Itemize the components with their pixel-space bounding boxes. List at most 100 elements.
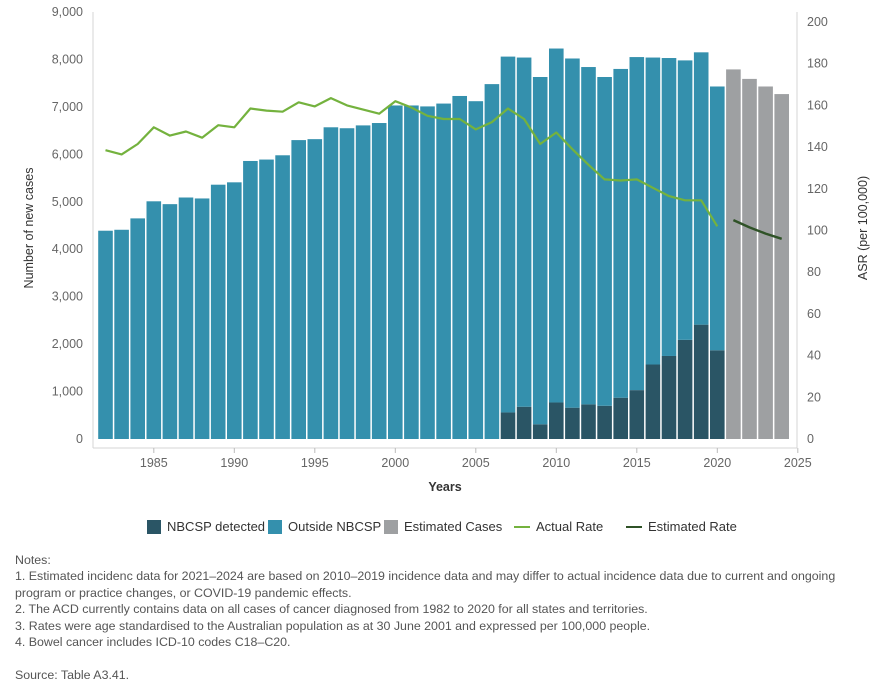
bar-outside-nbcsp: [130, 218, 145, 439]
x-tick-label: 1985: [140, 456, 168, 470]
bar-outside-nbcsp: [227, 182, 242, 439]
legend-estimated-cases[interactable]: Estimated Cases: [384, 519, 502, 534]
legend-estimated-rate[interactable]: Estimated Rate: [626, 519, 737, 534]
bar-outside-nbcsp: [146, 201, 162, 439]
y-right-tick-label: 120: [807, 182, 828, 196]
bar-outside-nbcsp: [243, 160, 258, 439]
bar-outside-nbcsp: [484, 84, 500, 440]
bar-nbcsp-detected: [693, 324, 709, 439]
bars: [98, 48, 789, 440]
bar-outside-nbcsp: [549, 48, 564, 403]
x-tick-label: 2010: [542, 456, 570, 470]
y-right-tick-label: 20: [807, 390, 821, 404]
notes-heading: Notes:: [15, 553, 51, 567]
bar-estimated-cases: [774, 94, 789, 439]
bar-outside-nbcsp: [275, 155, 290, 439]
bar-nbcsp-detected: [661, 355, 677, 439]
bar-outside-nbcsp: [210, 184, 226, 439]
bar-nbcsp-detected: [516, 406, 532, 439]
bar-outside-nbcsp: [339, 128, 355, 439]
bar-outside-nbcsp: [613, 68, 628, 398]
y-left-tick-label: 8,000: [52, 52, 83, 66]
y-left-tick-label: 5,000: [52, 195, 83, 209]
legend-swatch-outside: [268, 519, 282, 534]
x-tick-label: 2005: [462, 456, 490, 470]
bar-estimated-cases: [742, 78, 757, 439]
x-axis-title: Years: [428, 480, 461, 494]
x-tick-label: 2020: [703, 456, 731, 470]
bar-outside-nbcsp: [323, 127, 339, 439]
y-left-tick-label: 2,000: [52, 337, 83, 351]
bar-outside-nbcsp: [500, 56, 516, 413]
legend-nbcsp-detected[interactable]: NBCSP detected: [147, 519, 265, 534]
note-line: 2. The ACD currently contains data on al…: [15, 602, 648, 617]
bar-outside-nbcsp: [693, 52, 709, 325]
note-line: 4. Bowel cancer includes ICD-10 codes C1…: [15, 635, 291, 650]
bar-outside-nbcsp: [388, 105, 403, 440]
y-left-tick-label: 7,000: [52, 100, 83, 114]
note-line: 3. Rates were age standardised to the Au…: [15, 618, 651, 633]
bar-outside-nbcsp: [710, 86, 725, 351]
y-right-tick-label: 140: [807, 140, 828, 154]
rate-lines: [105, 96, 783, 240]
bar-outside-nbcsp: [597, 76, 612, 406]
bar-outside-nbcsp: [291, 140, 306, 439]
legend-swatch-nbcsp: [147, 519, 161, 534]
actual-rate-line: [105, 96, 719, 227]
bar-nbcsp-detected: [532, 424, 548, 439]
bar-outside-nbcsp: [114, 229, 129, 439]
bar-nbcsp-detected: [710, 350, 725, 439]
estimated-rate-line: [732, 219, 783, 240]
x-tick-label: 2025: [784, 456, 812, 470]
y-right-tick-label: 100: [807, 224, 828, 238]
x-tick-label: 2000: [381, 456, 409, 470]
bar-estimated-cases: [726, 69, 741, 439]
bar-nbcsp-detected: [645, 364, 661, 439]
legend-label-estimated-rate: Estimated Rate: [648, 519, 737, 534]
bar-outside-nbcsp: [532, 76, 548, 425]
bar-outside-nbcsp: [404, 105, 419, 440]
bar-outside-nbcsp: [194, 198, 210, 439]
bar-estimated-cases: [758, 86, 773, 439]
y-right-tick-label: 60: [807, 307, 821, 321]
x-tick-label: 1990: [220, 456, 248, 470]
y-right-tick-label: 160: [807, 98, 828, 112]
y-left-tick-label: 4,000: [52, 242, 83, 256]
y-left-tick-label: 9,000: [52, 5, 83, 19]
y-left-tick-label: 6,000: [52, 147, 83, 161]
bar-nbcsp-detected: [677, 339, 693, 439]
source-note: Source: Table A3.41.: [15, 668, 130, 682]
bar-outside-nbcsp: [468, 101, 484, 439]
y-right-tick-label: 200: [807, 15, 828, 29]
legend: NBCSP detected Outside NBCSP Estimated C…: [0, 519, 890, 539]
bar-outside-nbcsp: [355, 125, 371, 440]
bar-outside-nbcsp: [98, 230, 113, 439]
note-line: program or practice changes, or COVID-19…: [15, 585, 352, 600]
y-right-axis-title: ASR (per 100,000): [856, 176, 870, 280]
bar-outside-nbcsp: [178, 197, 194, 439]
legend-outside-nbcsp[interactable]: Outside NBCSP: [268, 519, 381, 534]
legend-label-outside: Outside NBCSP: [288, 519, 382, 534]
legend-swatch-estimated: [384, 519, 398, 534]
y-left-tick-label: 0: [76, 432, 83, 446]
legend-label-nbcsp: NBCSP detected: [167, 519, 266, 534]
bar-outside-nbcsp: [436, 103, 451, 439]
bar-outside-nbcsp: [661, 58, 677, 356]
bar-outside-nbcsp: [581, 67, 596, 405]
bar-nbcsp-detected: [549, 402, 564, 439]
bar-outside-nbcsp: [516, 57, 532, 407]
x-tick-label: 2015: [623, 456, 651, 470]
legend-swatch-actual-rate: [514, 525, 530, 528]
x-tick-label: 1995: [301, 456, 329, 470]
axes: 0 1,000 2,000 3,000 4,000 5,000 6,000 7,000 8,00…: [22, 5, 870, 494]
bar-nbcsp-detected: [613, 397, 628, 439]
bar-outside-nbcsp: [371, 123, 387, 440]
bar-outside-nbcsp: [565, 58, 580, 408]
y-left-tick-label: 3,000: [52, 290, 83, 304]
y-right-tick-label: 180: [807, 57, 828, 71]
legend-actual-rate[interactable]: Actual Rate: [514, 519, 603, 534]
bar-nbcsp-detected: [581, 404, 596, 439]
legend-swatch-estimated-rate: [626, 525, 642, 528]
bar-outside-nbcsp: [452, 95, 467, 439]
note-line: 1. Estimated incidenc data for 2021–2024…: [15, 569, 836, 584]
